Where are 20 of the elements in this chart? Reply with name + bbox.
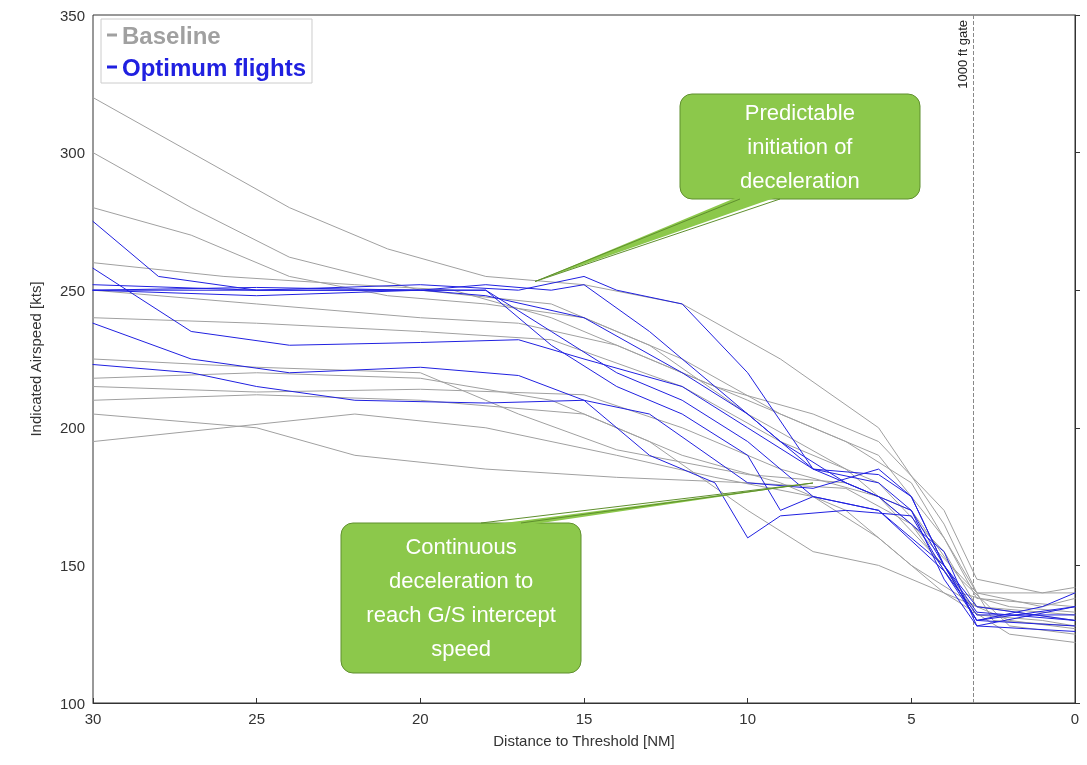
x-axis-title: Distance to Threshold [NM] [493,732,675,749]
x-tick-label: 25 [248,710,266,727]
x-tick-label: 30 [84,710,102,727]
x-tick-label: 0 [1070,710,1080,727]
y-tick-label: 300 [59,144,85,162]
y-tick-label: 350 [59,6,85,24]
x-tick-label: 20 [411,710,429,727]
annotation: Predictable initiation of deceleration [738,98,861,195]
x-tick-label: 5 [907,710,916,727]
y-tick-label: 150 [59,556,85,574]
y-axis-title: Indicated Airspeed [kts] [27,281,44,437]
legend-label: Baseline [122,21,221,49]
x-tick-label: 15 [575,710,593,727]
y-tick-label: 100 [59,694,85,712]
y-tick-label: 250 [59,281,85,299]
x-tick-label: 10 [739,710,757,727]
annotation: Continuous deceleration to reach G/S intercept speed [365,532,557,663]
ref-line-label: 1000 ft gate [954,20,970,89]
y-tick-label: 200 [59,419,85,437]
legend-label: Optimum flights [122,53,306,81]
